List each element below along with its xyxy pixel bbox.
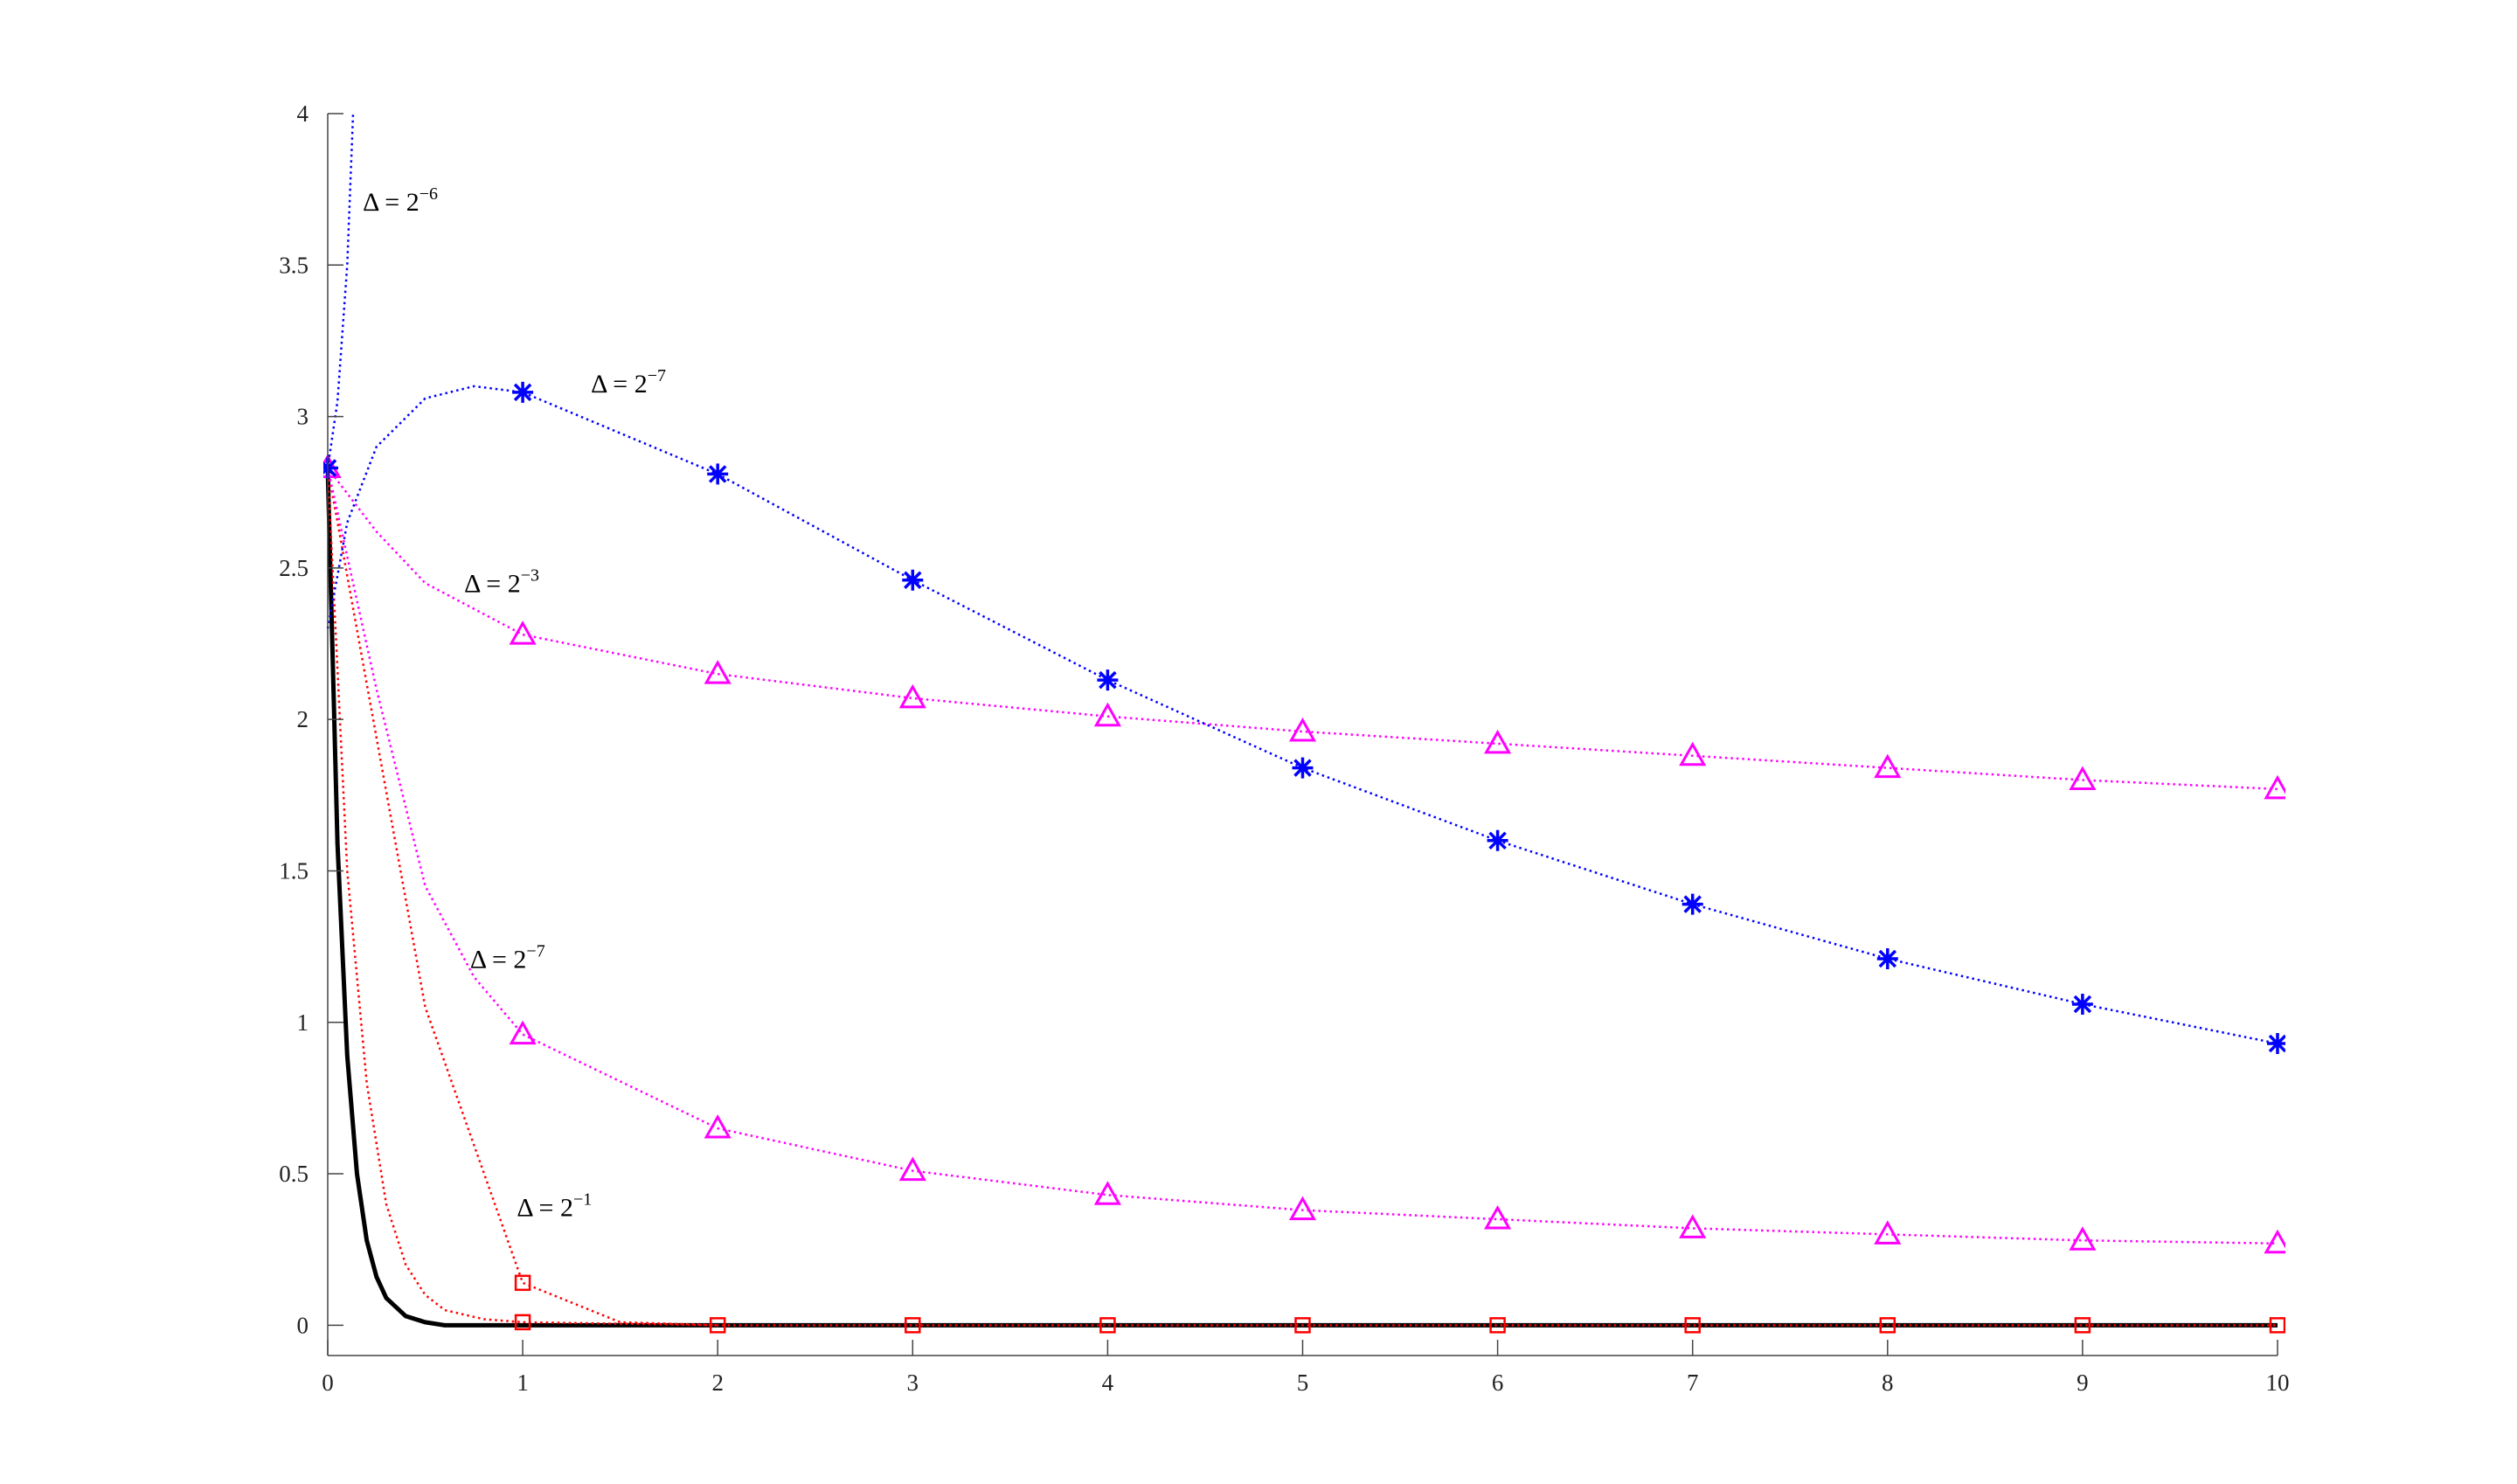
marker	[2074, 1317, 2091, 1334]
marker	[1874, 753, 1902, 779]
annotation-exponent: −7	[648, 366, 666, 385]
annotation-base: Δ = 2	[363, 188, 420, 217]
marker	[514, 1274, 531, 1292]
x-tick-label: 7	[1687, 1370, 1699, 1396]
annotation-base: Δ = 2	[470, 945, 527, 974]
annotation-exponent: −3	[521, 566, 539, 586]
annotation-exponent: −7	[526, 941, 544, 960]
y-tick-label: 1	[297, 1009, 309, 1036]
x-tick-label: 4	[1102, 1370, 1114, 1396]
y-tick-label: 4	[297, 101, 309, 127]
marker	[2264, 1229, 2285, 1254]
series-line	[326, 468, 2278, 1245]
marker	[509, 1020, 537, 1045]
marker	[514, 1314, 531, 1331]
y-tick-label: 3	[297, 404, 309, 430]
annotation: Δ = 2−7	[591, 366, 666, 399]
marker	[1487, 829, 1508, 851]
annotation-base: Δ = 2	[591, 370, 648, 399]
annotation: Δ = 2−6	[363, 184, 438, 217]
marker	[1288, 1196, 1317, 1221]
marker	[1879, 1317, 1896, 1334]
marker	[1484, 729, 1512, 754]
y-tick-label: 0	[297, 1312, 309, 1338]
marker	[898, 1156, 926, 1182]
x-tick-label: 6	[1492, 1370, 1504, 1396]
x-tick-label: 9	[2077, 1370, 2089, 1396]
marker	[2269, 1317, 2285, 1334]
annotation-base: Δ = 2	[464, 570, 521, 599]
marker	[1292, 757, 1314, 779]
marker	[1681, 893, 1703, 915]
marker	[898, 683, 926, 709]
y-tick-label: 2.5	[279, 555, 309, 581]
marker	[509, 621, 537, 645]
y-tick-label: 2	[297, 706, 309, 732]
series-line	[326, 113, 355, 468]
annotation-base: Δ = 2	[517, 1194, 573, 1223]
marker	[1294, 1317, 1311, 1334]
marker	[1876, 947, 1898, 969]
x-tick-label: 5	[1297, 1370, 1309, 1396]
series-line	[326, 468, 718, 1327]
marker	[1679, 741, 1707, 766]
marker	[2069, 1226, 2097, 1251]
marker	[704, 660, 732, 684]
y-tick-label: 3.5	[279, 252, 309, 278]
x-tick-label: 3	[907, 1370, 919, 1396]
marker	[1679, 1214, 1707, 1238]
marker	[2264, 774, 2285, 800]
y-tick-label: 0.5	[279, 1161, 309, 1187]
series-line	[326, 385, 2278, 1045]
marker	[902, 569, 924, 591]
series-line	[327, 467, 2278, 791]
marker	[2069, 766, 2097, 790]
marker	[1093, 702, 1121, 727]
y-tick-label: 1.5	[279, 857, 309, 884]
marker	[905, 1317, 921, 1334]
annotation: Δ = 2−7	[470, 941, 545, 974]
annotation: Δ = 2−3	[464, 566, 539, 599]
x-tick-label: 10	[2266, 1370, 2290, 1396]
marker	[707, 463, 729, 485]
marker	[704, 1114, 732, 1139]
marker	[1097, 669, 1119, 691]
series-line	[326, 468, 2278, 1327]
annotation-exponent: −1	[573, 1190, 592, 1210]
annotation-exponent: −6	[420, 184, 438, 204]
x-tick-label: 1	[517, 1370, 529, 1396]
marker	[1489, 1317, 1506, 1334]
marker	[1484, 1204, 1512, 1230]
marker	[1874, 1220, 1902, 1245]
x-tick-label: 8	[1882, 1370, 1894, 1396]
x-tick-label: 2	[711, 1370, 724, 1396]
marker	[1684, 1317, 1701, 1334]
plot-area	[323, 113, 2285, 1334]
annotation: Δ = 2−1	[517, 1190, 592, 1223]
marker	[1099, 1317, 1116, 1334]
marker	[1093, 1181, 1121, 1205]
marker	[512, 381, 534, 403]
x-tick-label: 0	[322, 1370, 334, 1396]
marker	[1288, 717, 1317, 742]
marker	[2267, 1033, 2285, 1055]
marker	[2071, 993, 2093, 1015]
